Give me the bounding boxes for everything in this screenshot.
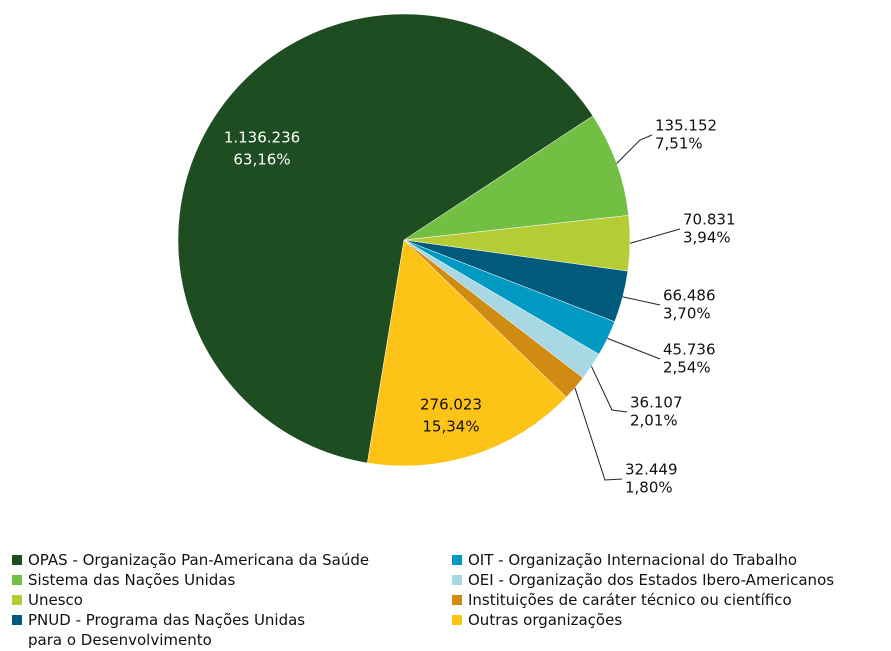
legend-label: Outras organizações <box>468 611 623 629</box>
legend-entry: Instituições de caráter técnico ou cient… <box>452 590 792 610</box>
legend-label: OIT - Organização Internacional do Traba… <box>468 551 798 569</box>
legend-entry: PNUD - Programa das Nações Unidas para o… <box>12 610 305 650</box>
legend-label: Sistema das Nações Unidas <box>28 571 236 589</box>
percent-label: 3,70% <box>663 305 711 323</box>
legend-entry: OEI - Organização dos Estados Ibero-Amer… <box>452 570 834 590</box>
value-label: 70.831 <box>683 211 736 229</box>
legend-label: OPAS - Organização Pan-Americana da Saúd… <box>28 551 370 569</box>
leader-line <box>607 337 661 360</box>
leader-line <box>629 228 681 244</box>
legend-entry: OPAS - Organização Pan-Americana da Saúd… <box>12 550 369 570</box>
legend-swatch <box>452 615 462 625</box>
leader-line <box>574 387 623 481</box>
legend-swatch <box>12 575 22 585</box>
leader-line <box>616 134 653 164</box>
percent-label: 3,94% <box>683 229 731 247</box>
legend-swatch <box>452 575 462 585</box>
legend-entry: Sistema das Nações Unidas <box>12 570 235 590</box>
percent-label: 7,51% <box>655 135 703 153</box>
legend-entry: OIT - Organização Internacional do Traba… <box>452 550 797 570</box>
percent-label: 63,16% <box>233 151 290 169</box>
pie-slice <box>367 239 567 467</box>
percent-label: 2,54% <box>663 359 711 377</box>
leader-line <box>622 296 661 306</box>
legend-entry: Unesco <box>12 590 83 610</box>
percent-label: 15,34% <box>422 418 479 436</box>
pie-slice <box>403 115 629 241</box>
legend-label: Instituições de caráter técnico ou cient… <box>468 591 792 609</box>
percent-label: 2,01% <box>630 412 678 430</box>
legend-label: OEI - Organização dos Estados Ibero-Amer… <box>468 571 835 589</box>
legend-label: Unesco <box>28 591 83 609</box>
value-label: 1.136.236 <box>224 129 300 147</box>
value-label: 276.023 <box>420 396 482 414</box>
value-label: 36.107 <box>630 394 683 412</box>
legend-swatch <box>452 595 462 605</box>
pie-slice <box>177 13 594 464</box>
legend-entry: Outras organizações <box>452 610 622 630</box>
legend-swatch <box>12 595 22 605</box>
legend-swatch <box>12 555 22 565</box>
value-label: 66.486 <box>663 287 716 305</box>
legend-swatch <box>12 615 22 625</box>
legend-swatch <box>452 555 462 565</box>
percent-label: 1,80% <box>625 479 673 497</box>
leader-line <box>590 366 628 413</box>
legend-label: PNUD - Programa das Nações Unidas para o… <box>28 611 306 649</box>
value-label: 45.736 <box>663 341 716 359</box>
value-label: 32.449 <box>625 461 678 479</box>
value-label: 135.152 <box>655 117 717 135</box>
